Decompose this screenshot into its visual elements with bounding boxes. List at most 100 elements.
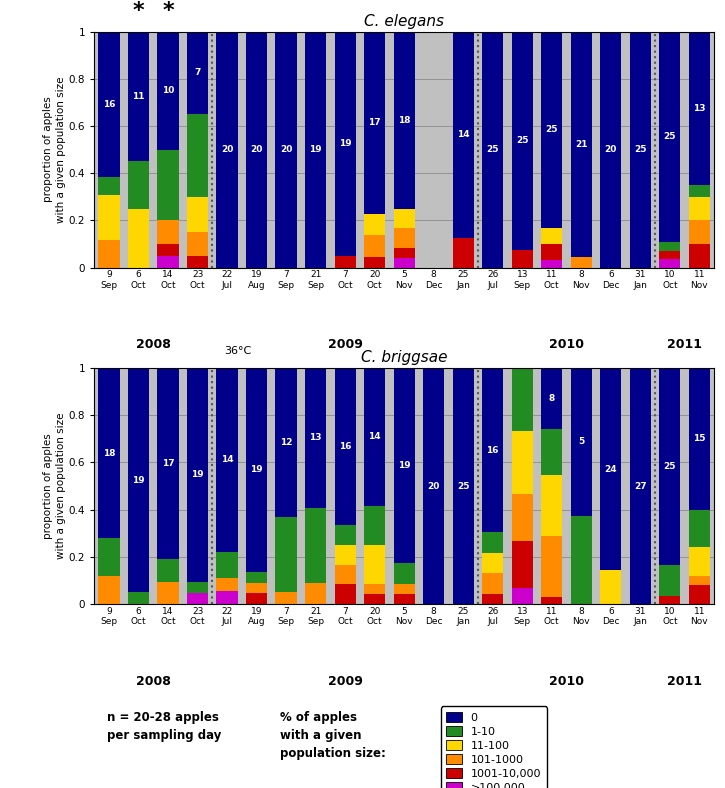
Text: 25: 25	[457, 481, 470, 491]
Text: 2011: 2011	[667, 339, 702, 351]
Bar	[157, 256, 178, 268]
Bar	[364, 257, 385, 268]
Bar	[217, 552, 238, 578]
Bar	[394, 594, 415, 604]
Bar	[659, 251, 681, 259]
Text: 2010: 2010	[549, 675, 584, 688]
Bar	[157, 221, 178, 244]
Bar	[99, 195, 120, 240]
Bar	[659, 597, 681, 604]
Text: *: *	[133, 1, 144, 21]
Text: 8: 8	[549, 394, 555, 403]
Bar	[187, 593, 208, 604]
Text: 24: 24	[605, 465, 617, 474]
Text: 2009: 2009	[328, 675, 362, 688]
Text: 19: 19	[310, 145, 322, 154]
Bar	[659, 368, 681, 565]
Bar	[128, 209, 149, 268]
Bar	[334, 526, 356, 545]
Bar	[187, 32, 208, 114]
Y-axis label: proportion of apples
with a given population size: proportion of apples with a given popula…	[43, 413, 66, 559]
Bar	[541, 229, 563, 244]
Bar	[689, 244, 710, 268]
Bar	[246, 368, 268, 572]
Bar	[276, 592, 297, 604]
Bar	[305, 582, 326, 604]
Bar	[482, 532, 503, 553]
Bar	[659, 259, 681, 268]
Text: 18: 18	[103, 448, 115, 458]
Bar	[541, 597, 563, 604]
Bar	[364, 368, 385, 506]
Text: 18: 18	[398, 116, 410, 125]
Bar	[128, 368, 149, 593]
Text: 11: 11	[132, 92, 145, 101]
Bar	[482, 368, 503, 532]
Title: C. elegans: C. elegans	[364, 14, 444, 29]
Bar	[689, 197, 710, 221]
Text: 25: 25	[663, 132, 676, 141]
Bar	[364, 214, 385, 236]
Bar	[187, 368, 208, 582]
Bar	[630, 368, 651, 604]
Bar	[157, 368, 178, 559]
Text: 27: 27	[634, 481, 647, 491]
Text: 2009: 2009	[328, 339, 362, 351]
Bar	[334, 565, 356, 585]
Bar	[482, 32, 503, 268]
Bar	[394, 368, 415, 563]
Bar	[276, 368, 297, 517]
Bar	[364, 545, 385, 585]
Bar	[157, 32, 178, 150]
Bar	[689, 548, 710, 576]
Bar	[364, 236, 385, 257]
Text: 25: 25	[634, 145, 647, 154]
Bar	[187, 582, 208, 593]
Bar	[482, 553, 503, 574]
Bar	[689, 221, 710, 244]
Bar	[541, 368, 563, 429]
Bar	[630, 32, 651, 268]
Text: 2011: 2011	[667, 675, 702, 688]
Bar	[541, 32, 563, 229]
Text: 25: 25	[486, 145, 499, 154]
Bar	[334, 368, 356, 526]
Bar	[659, 32, 681, 243]
Bar	[659, 243, 681, 251]
Bar	[512, 494, 533, 541]
Text: 16: 16	[486, 446, 499, 455]
Bar	[334, 256, 356, 268]
Bar	[128, 162, 149, 209]
Text: 19: 19	[250, 466, 263, 474]
Y-axis label: proportion of apples
with a given population size: proportion of apples with a given popula…	[43, 76, 66, 223]
Text: 20: 20	[605, 145, 617, 154]
Text: 20: 20	[280, 145, 292, 154]
Bar	[394, 258, 415, 268]
Text: n = 20-28 apples
per sampling day: n = 20-28 apples per sampling day	[107, 711, 221, 742]
Text: 19: 19	[191, 470, 204, 479]
Bar	[276, 517, 297, 592]
Bar	[157, 244, 178, 256]
Bar	[512, 589, 533, 604]
Text: 5: 5	[578, 437, 584, 446]
Bar	[394, 209, 415, 229]
Bar	[659, 565, 681, 597]
Bar	[394, 32, 415, 209]
Bar	[541, 429, 563, 474]
Text: 16: 16	[339, 442, 352, 452]
Text: 25: 25	[663, 462, 676, 471]
Bar	[217, 591, 238, 604]
Bar	[689, 576, 710, 585]
Bar	[394, 248, 415, 258]
Bar	[128, 32, 149, 162]
Bar	[364, 506, 385, 545]
Bar	[512, 250, 533, 268]
Text: 20: 20	[221, 145, 233, 154]
Text: 2010: 2010	[549, 339, 584, 351]
Bar	[217, 368, 238, 552]
Bar	[99, 576, 120, 604]
Text: 17: 17	[368, 118, 381, 127]
Bar	[246, 572, 268, 582]
Text: 15: 15	[693, 434, 705, 444]
Bar	[246, 32, 268, 268]
